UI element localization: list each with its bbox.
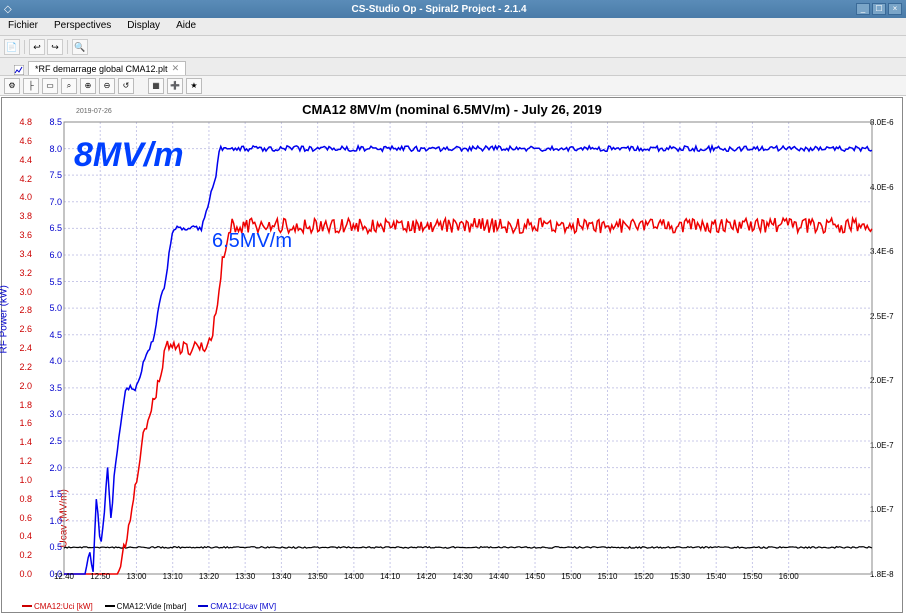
- tabbar: *RF demarrage global CMA12.plt ✕: [0, 58, 906, 76]
- et-reset-icon[interactable]: ↺: [118, 78, 134, 94]
- axis-date: 2019-07-26: [76, 108, 112, 598]
- chart-title: CMA12 8MV/m (nominal 6.5MV/m) - July 26,…: [2, 102, 902, 117]
- window-titlebar: ◇ CS-Studio Op - Spiral2 Project - 2.1.4…: [0, 0, 906, 18]
- et-zoomin-icon[interactable]: ⊕: [80, 78, 96, 94]
- chart-legend: CMA12:Uci [kW] CMA12:Vide [mbar] CMA12:Uca…: [22, 600, 276, 612]
- axis-ucav: Ucav (MV/m) 0.00.51.01.52.02.53.03.54.04…: [38, 122, 62, 574]
- editor-tab[interactable]: *RF demarrage global CMA12.plt ✕: [28, 61, 186, 75]
- et-tree-icon[interactable]: ├: [23, 78, 39, 94]
- legend-item: CMA12:Ucav [MV]: [198, 600, 276, 612]
- tb-redo-icon[interactable]: ↪: [47, 39, 63, 55]
- minimize-button[interactable]: _: [856, 3, 870, 15]
- plot-svg: [64, 122, 872, 574]
- et-fav-icon[interactable]: ★: [186, 78, 202, 94]
- legend-item: CMA12:Vide [mbar]: [105, 600, 187, 612]
- legend-item: CMA12:Uci [kW]: [22, 600, 93, 612]
- menu-perspectives[interactable]: Perspectives: [46, 18, 119, 35]
- menu-help[interactable]: Aide: [168, 18, 204, 35]
- plot-file-icon: [14, 65, 24, 75]
- window-title: CS-Studio Op - Spiral2 Project - 2.1.4: [22, 4, 856, 15]
- axis-time: 12:4012:5013:0013:1013:2013:3013:4013:50…: [64, 572, 872, 588]
- editor-toolbar: ⚙ ├ ▭ ⌕ ⊕ ⊖ ↺ ▦ ➕ ★: [0, 76, 906, 96]
- menu-file[interactable]: Fichier: [0, 18, 46, 35]
- et-rect-icon[interactable]: ▭: [42, 78, 58, 94]
- axis-rfpower-label: RF Power (kW): [0, 285, 10, 353]
- tb-undo-icon[interactable]: ↩: [29, 39, 45, 55]
- tab-close-icon[interactable]: ✕: [172, 63, 180, 74]
- et-zoomout-icon[interactable]: ⊖: [99, 78, 115, 94]
- overlay-65mvm: 6.5MV/m: [212, 230, 292, 253]
- axis-vide: Axe_vide 1.8E-81.0E-71.0E-72.0E-72.5E-73…: [868, 122, 900, 574]
- tb-new-icon[interactable]: 📄: [4, 39, 20, 55]
- tb-search-icon[interactable]: 🔍: [72, 39, 88, 55]
- maximize-button[interactable]: ☐: [872, 3, 886, 15]
- tab-label: *RF demarrage global CMA12.plt: [35, 64, 168, 74]
- close-button[interactable]: ×: [888, 3, 902, 15]
- main-toolbar: 📄 ↩ ↪ 🔍: [0, 36, 906, 58]
- axis-rfpower: RF Power (kW) 0.00.20.40.60.81.01.21.41.…: [16, 122, 38, 574]
- app-icon: ◇: [4, 4, 22, 15]
- menubar: Fichier Perspectives Display Aide: [0, 18, 906, 36]
- et-config-icon[interactable]: ⚙: [4, 78, 20, 94]
- et-add-icon[interactable]: ➕: [167, 78, 183, 94]
- menu-display[interactable]: Display: [119, 18, 168, 35]
- chart-area: CMA12 8MV/m (nominal 6.5MV/m) - July 26,…: [1, 97, 903, 613]
- et-zoom-icon[interactable]: ⌕: [61, 78, 77, 94]
- plot-region[interactable]: 8MV/m 6.5MV/m: [64, 122, 872, 574]
- et-grid-icon[interactable]: ▦: [148, 78, 164, 94]
